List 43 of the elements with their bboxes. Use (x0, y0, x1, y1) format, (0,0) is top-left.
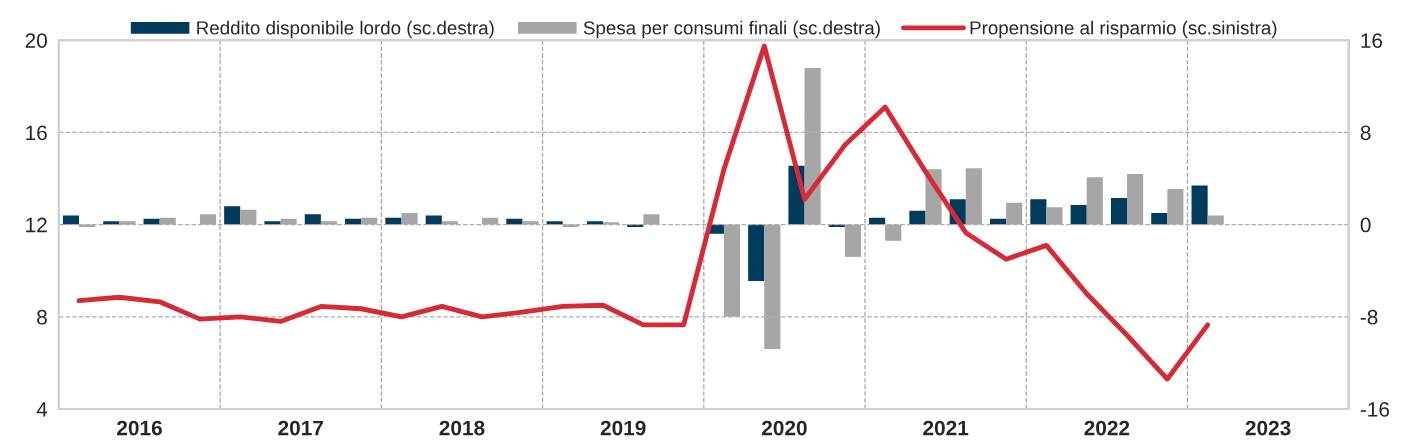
bar (385, 217, 402, 225)
x-tick-label: 2019 (600, 420, 646, 436)
bar (304, 214, 321, 225)
bar (1070, 205, 1087, 225)
y2-tick-label: -8 (1360, 309, 1378, 325)
legend-label: Propensione al risparmio (sc.sinistra) (970, 20, 1277, 39)
bar (586, 221, 604, 225)
bar (748, 224, 765, 282)
y-tick-label: 16 (26, 125, 47, 141)
legend-label: Reddito disponibile lordo (sc.destra) (197, 20, 494, 39)
x-tick-label: 2023 (1245, 420, 1291, 436)
y-tick-label: 4 (36, 402, 48, 417)
bar (869, 217, 886, 225)
y2-tick-label: -16 (1360, 402, 1390, 417)
bar (264, 221, 281, 225)
y2-tick-label: 8 (1360, 125, 1371, 141)
bar (345, 218, 362, 225)
bar (506, 218, 523, 225)
bar (143, 218, 160, 225)
x-tick-label: 2021 (923, 420, 969, 436)
legend-label: Spesa per consumi finali (sc.destra) (583, 20, 880, 39)
bar (1151, 213, 1168, 225)
bar (1030, 199, 1047, 225)
x-tick-label: 2016 (117, 420, 162, 436)
x-tick-label: 2020 (761, 420, 807, 436)
y-tick-label: 8 (37, 309, 47, 325)
bar (989, 218, 1007, 225)
x-tick-label: 2018 (439, 420, 485, 436)
bar (546, 221, 563, 225)
bar (909, 210, 926, 225)
y2-tick-label: 0 (1360, 217, 1371, 233)
y-tick-label: 12 (26, 217, 47, 233)
bar (1110, 198, 1128, 225)
bar (1191, 185, 1208, 225)
bar (103, 221, 120, 225)
line-series (76, 43, 1211, 382)
y2-tick-label: 16 (1361, 33, 1383, 48)
x-tick-label: 2017 (278, 420, 323, 436)
y-tick-label: 20 (25, 33, 47, 48)
bar (62, 215, 80, 225)
x-tick-label: 2022 (1084, 420, 1130, 436)
bar (224, 206, 241, 225)
bar (425, 215, 442, 225)
